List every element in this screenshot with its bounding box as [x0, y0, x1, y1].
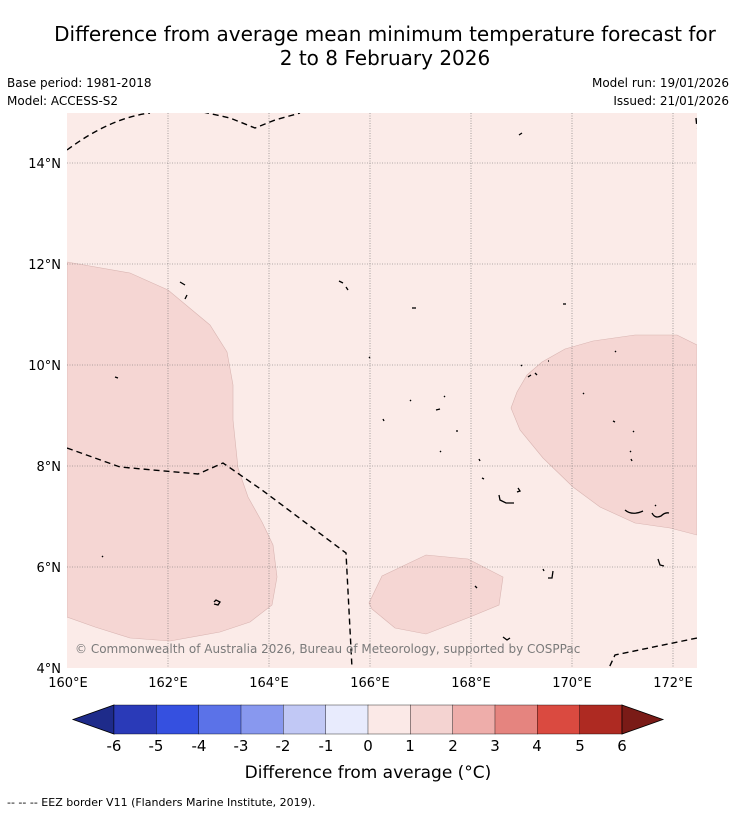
metadata-left: Base period: 1981-2018 Model: ACCESS-S2	[7, 74, 152, 110]
colorbar-segment	[410, 704, 454, 735]
anomaly-region-east	[510, 334, 697, 536]
issued-text: Issued: 21/01/2026	[613, 94, 729, 108]
lon-label: 168°E	[451, 676, 491, 691]
colorbar-tick: 6	[617, 737, 627, 755]
eez-legend-text: -- -- -- EEZ border V11 (Flanders Marine…	[7, 796, 316, 809]
latitude-labels: 14°N 12°N 10°N 8°N 6°N 4°N	[28, 157, 61, 677]
colorbar-tick: -6	[107, 737, 122, 755]
lon-label: 162°E	[148, 676, 188, 691]
base-period-text: Base period: 1981-2018	[7, 76, 152, 90]
anomaly-region-west	[67, 261, 278, 642]
colorbar-tick: 2	[448, 737, 458, 755]
colorbar-tick: 4	[532, 737, 542, 755]
graticule	[67, 113, 697, 668]
lon-label: 170°E	[552, 676, 592, 691]
title-line-2: 2 to 8 February 2026	[279, 46, 491, 70]
lat-label: 14°N	[28, 157, 61, 172]
lon-label: 160°E	[48, 676, 88, 691]
colorbar-segment	[367, 704, 411, 735]
colorbar-tick: 3	[490, 737, 500, 755]
colorbar-title: Difference from average (°C)	[244, 763, 492, 783]
lat-label: 10°N	[28, 359, 61, 374]
colorbar-tick: -5	[149, 737, 164, 755]
colorbar-tick: -3	[234, 737, 249, 755]
colorbar-segment	[579, 704, 623, 735]
metadata-right: Model run: 19/01/2026 Issued: 21/01/2026	[592, 74, 729, 110]
colorbar-tick: -2	[276, 737, 291, 755]
lat-label: 6°N	[37, 561, 62, 576]
colorbar-tick: -1	[319, 737, 334, 755]
colorbar-segment	[537, 704, 581, 735]
copyright-text: © Commonwealth of Australia 2026, Bureau…	[75, 642, 580, 656]
colorbar-extend-high	[621, 704, 665, 735]
lon-label: 166°E	[350, 676, 390, 691]
lon-label: 164°E	[249, 676, 289, 691]
colorbar-tick: 5	[575, 737, 585, 755]
title-line-1: Difference from average mean minimum tem…	[54, 22, 716, 46]
colorbar-tick: 1	[405, 737, 415, 755]
colorbar-segment	[494, 704, 538, 735]
colorbar-segment	[156, 704, 200, 735]
anomaly-region-south	[368, 554, 504, 635]
colorbar-segment	[113, 704, 157, 735]
colorbar-segment	[198, 704, 242, 735]
lat-label: 12°N	[28, 258, 61, 273]
colorbar-segment	[240, 704, 284, 735]
colorbar-segment	[283, 704, 327, 735]
chart-title: Difference from average mean minimum tem…	[0, 22, 736, 70]
colorbar-extend-low	[71, 704, 115, 735]
colorbar-segment	[325, 704, 369, 735]
colorbar-tick: 0	[363, 737, 373, 755]
eez-borders	[67, 113, 697, 668]
colorbar-tick: -4	[192, 737, 207, 755]
longitude-labels: 160°E 162°E 164°E 166°E 168°E 170°E 172°…	[48, 676, 693, 691]
colorbar-ticks: -6 -5 -4 -3 -2 -1 0 1 2 3 4 5 6	[107, 737, 627, 755]
colorbar-segment	[452, 704, 496, 735]
model-run-text: Model run: 19/01/2026	[591, 76, 729, 90]
lon-label: 172°E	[653, 676, 693, 691]
lat-label: 8°N	[37, 460, 62, 475]
model-text: Model: ACCESS-S2	[7, 94, 119, 108]
islands	[101, 132, 670, 641]
colorbar	[71, 704, 665, 735]
lat-label: 4°N	[37, 662, 62, 677]
